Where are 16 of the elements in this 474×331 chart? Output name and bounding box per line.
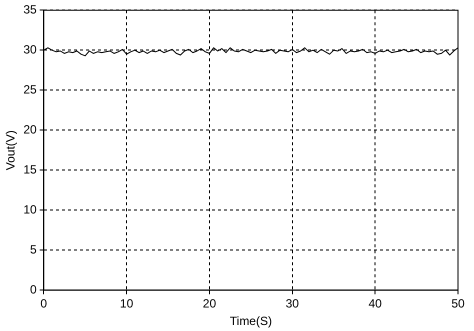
y-axis-title: Vout(V) <box>4 130 18 170</box>
y-tick-label: 10 <box>23 202 38 217</box>
y-tick-label: 25 <box>23 82 38 97</box>
y-tick-label: 35 <box>23 2 38 17</box>
y-tick-label: 15 <box>23 162 38 177</box>
x-tick-label: 20 <box>202 296 216 311</box>
x-axis-title: Time(S) <box>230 314 272 328</box>
x-tick-label: 40 <box>368 296 382 311</box>
x-tick-label: 10 <box>120 296 134 311</box>
y-tick-label: 0 <box>30 282 38 297</box>
x-tick-label: 50 <box>451 296 465 311</box>
x-tick-label: 0 <box>40 296 48 311</box>
x-tick-label: 30 <box>286 296 300 311</box>
y-tick-label: 30 <box>23 42 38 57</box>
y-tick-label: 5 <box>30 242 38 257</box>
y-tick-label: 20 <box>23 122 38 137</box>
